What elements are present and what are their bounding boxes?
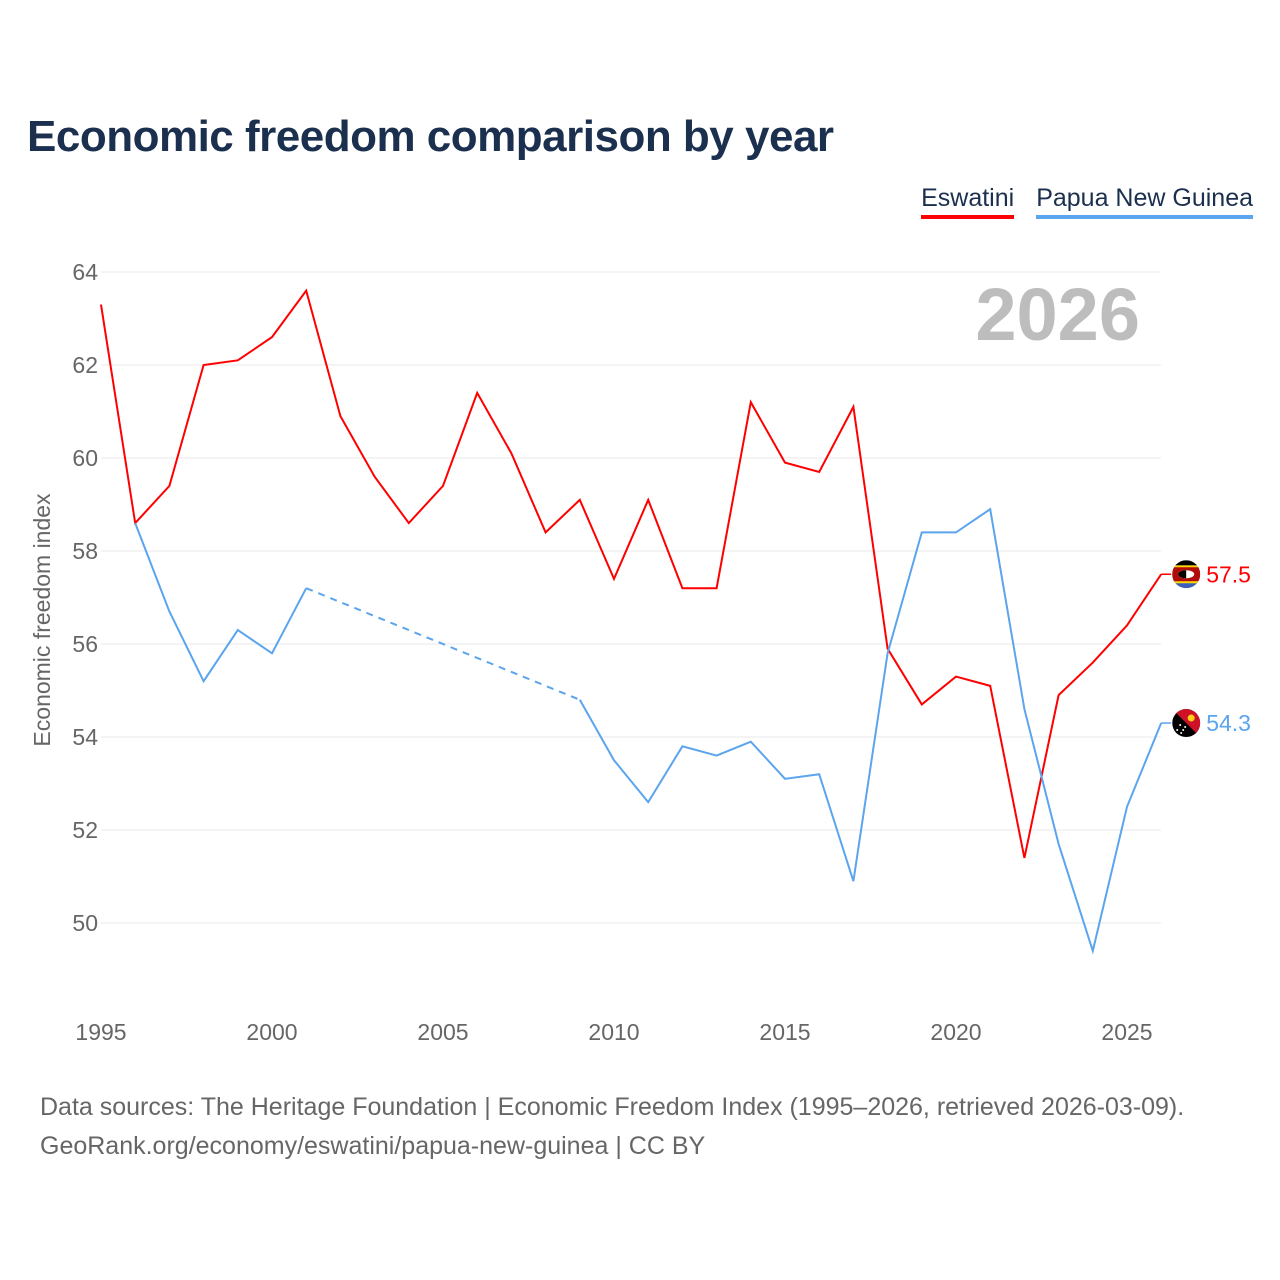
missing-data-segment [305, 587, 581, 701]
x-tick-label: 1995 [75, 1019, 126, 1045]
y-tick-label: 52 [72, 817, 98, 843]
legend: Eswatini Papua New Guinea [921, 184, 1253, 219]
y-tick-label: 56 [72, 631, 98, 657]
year-watermark: 2026 [975, 273, 1140, 356]
chart-title: Economic freedom comparison by year [27, 112, 834, 161]
y-tick-label: 60 [72, 445, 98, 471]
y-axis-label: Economic freedom index [29, 493, 55, 747]
eswatini-flag-icon [1172, 560, 1201, 589]
series-line-eswatini [100, 288, 1163, 859]
series-line-papua-new-guinea [578, 507, 1163, 955]
x-tick-label: 2005 [417, 1019, 468, 1045]
y-tick-label: 50 [72, 910, 98, 936]
data-sources: Data sources: The Heritage Foundation | … [40, 1093, 1185, 1121]
footer: Data sources: The Heritage Foundation | … [40, 1088, 1184, 1166]
y-tick-label: 58 [72, 538, 98, 564]
x-tick-label: 2020 [930, 1019, 981, 1045]
legend-item-eswatini[interactable]: Eswatini [921, 184, 1015, 219]
x-tick-label: 2025 [1101, 1019, 1152, 1045]
y-tick-label: 62 [72, 352, 98, 378]
papua-new-guinea-flag-icon [1172, 709, 1201, 738]
source-link[interactable]: GeoRank.org/economy/eswatini/papua-new-g… [40, 1132, 706, 1160]
x-tick-label: 2010 [588, 1019, 639, 1045]
x-tick-label: 2000 [246, 1019, 297, 1045]
end-value-label: 57.5 [1206, 561, 1251, 587]
y-tick-label: 54 [72, 724, 98, 750]
x-tick-label: 2015 [759, 1019, 810, 1045]
series-line-papua-new-guinea [134, 522, 308, 684]
y-tick-label: 64 [72, 259, 98, 285]
end-value-label: 54.3 [1206, 710, 1251, 736]
legend-item-papua-new-guinea[interactable]: Papua New Guinea [1036, 184, 1253, 219]
